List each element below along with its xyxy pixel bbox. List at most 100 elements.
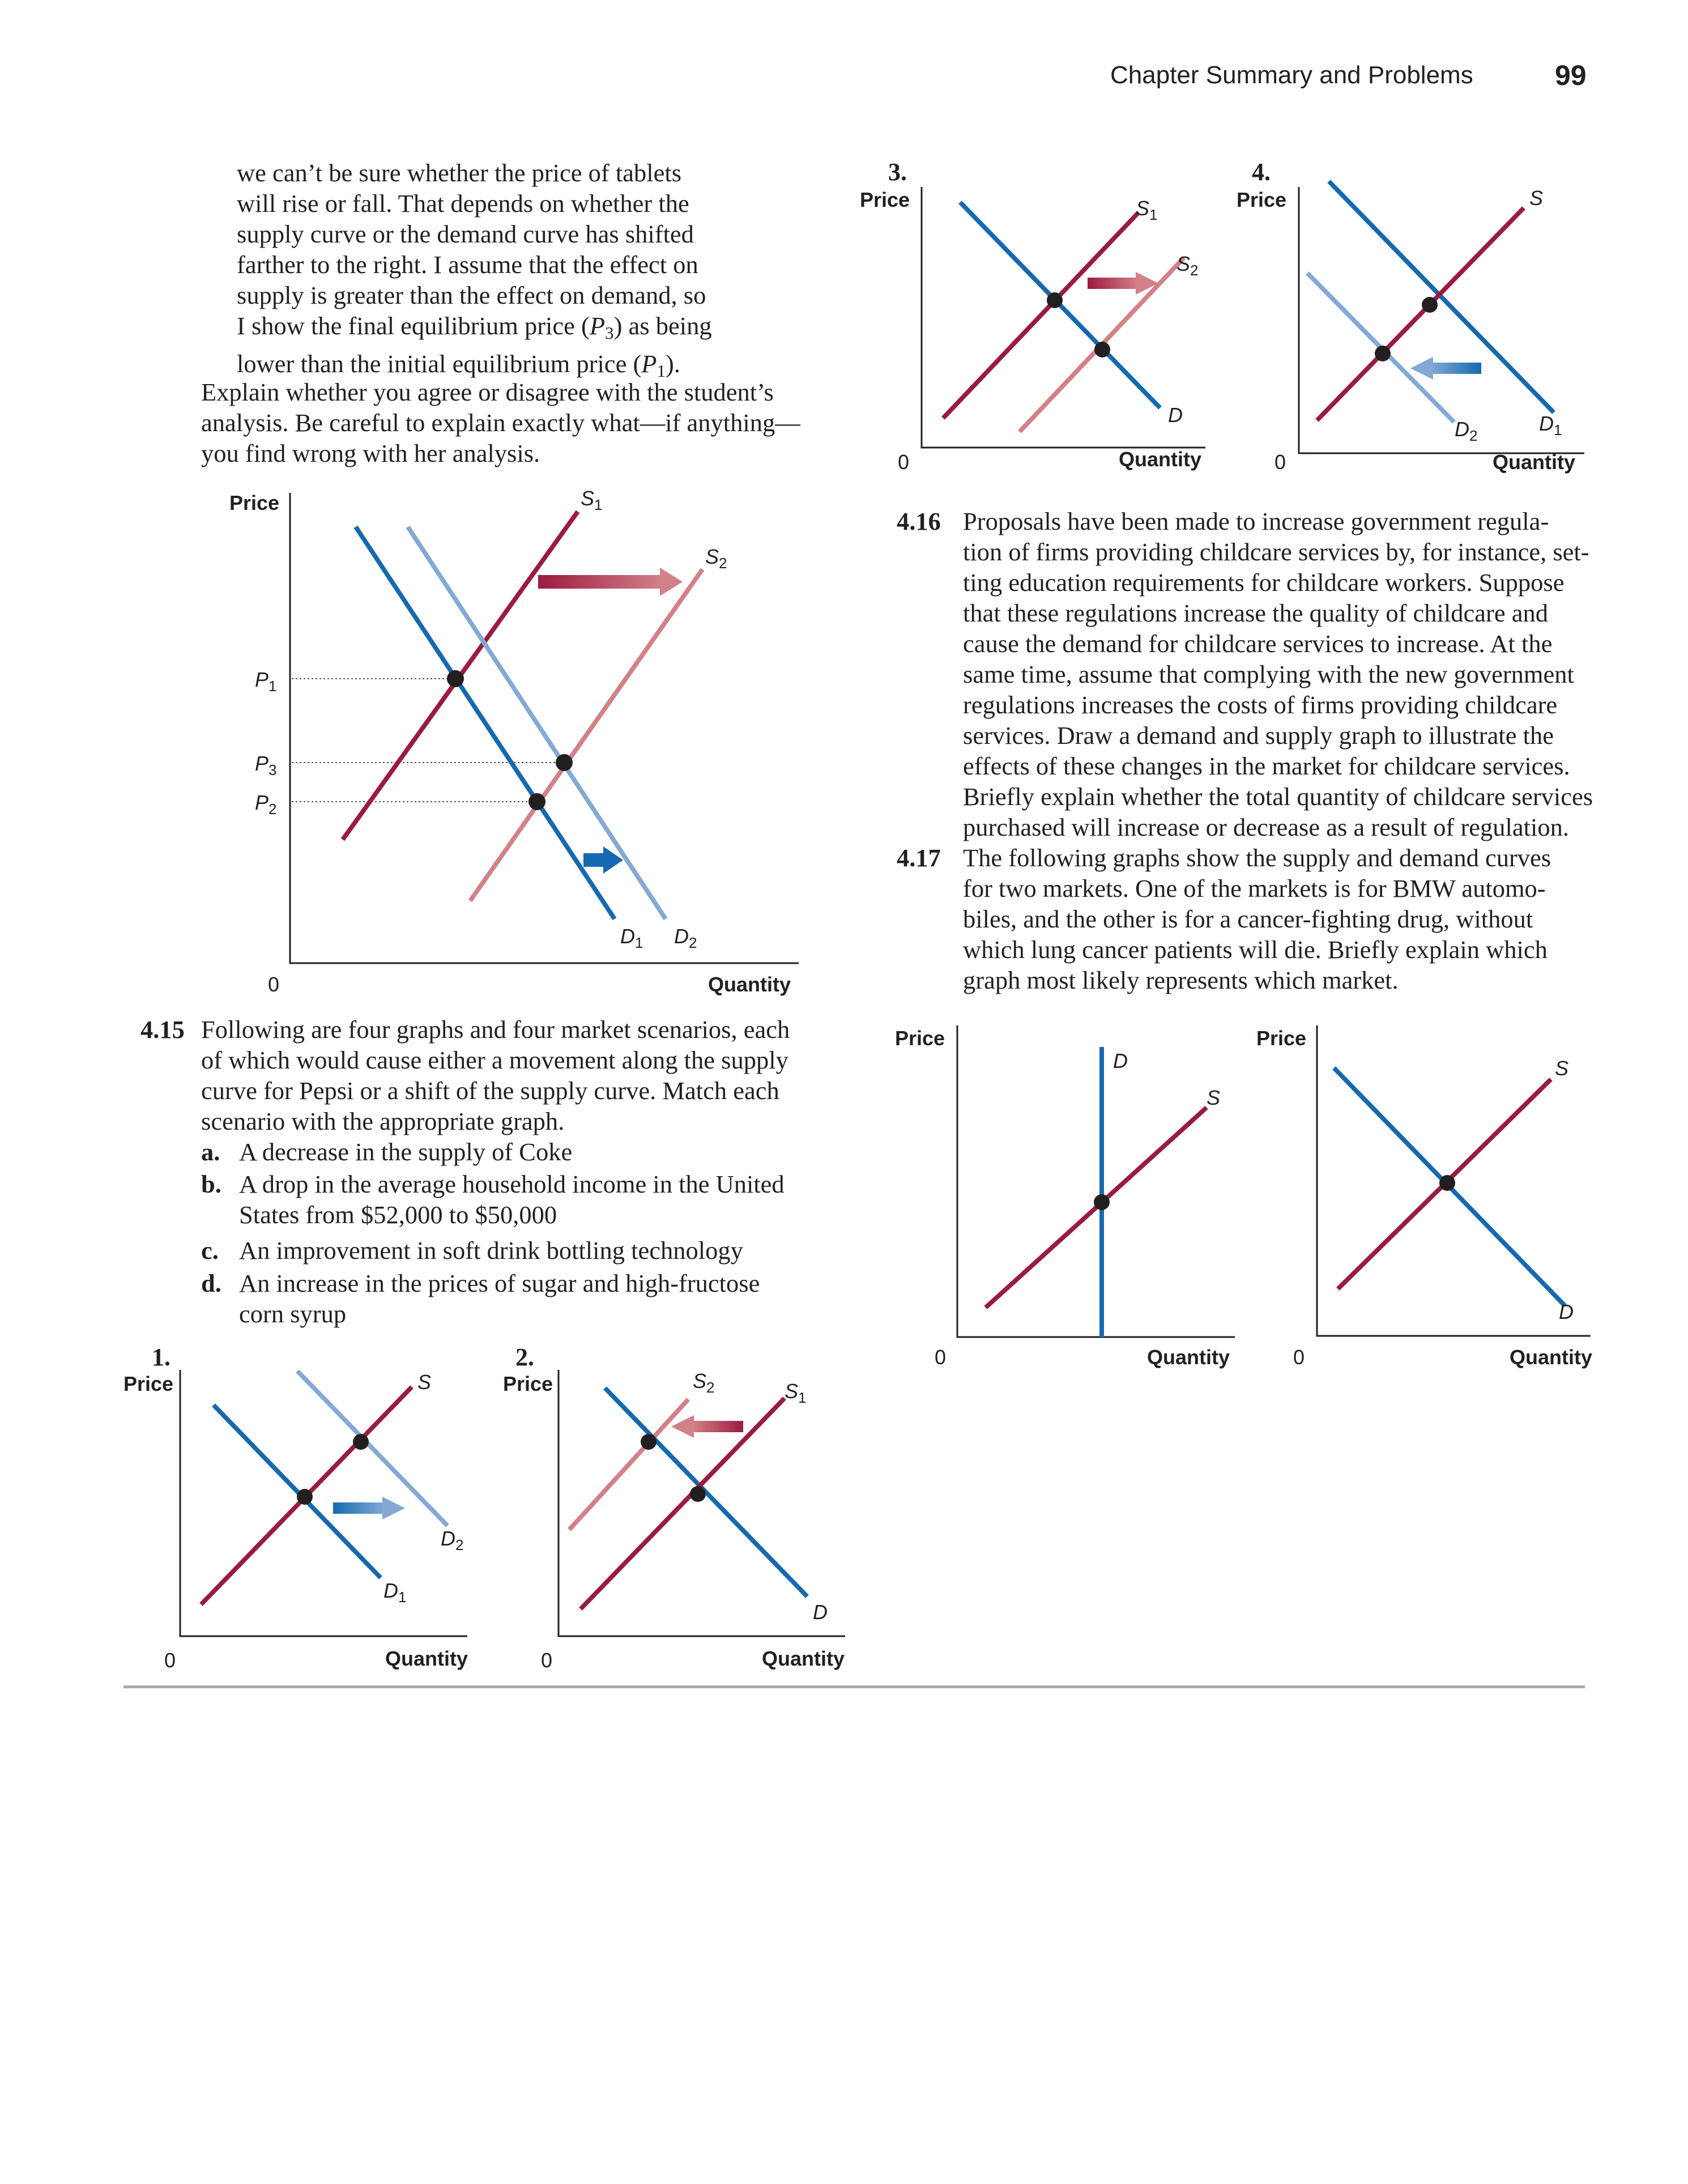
demand-curve-d2 — [406, 525, 668, 921]
equilibrium-point — [528, 793, 545, 810]
x-axis-label: Quantity — [1147, 1346, 1230, 1369]
text-line: The following graphs show the supply and… — [963, 844, 1551, 872]
text-line: curve for Pepsi or a shift of the supply… — [201, 1076, 779, 1105]
curve-label-s2: S2 — [693, 1369, 714, 1396]
equilibrium-point — [1047, 292, 1063, 308]
supply-curve-s2 — [568, 1398, 690, 1531]
shift-arrow-head — [382, 1497, 405, 1519]
text-line: biles, and the other is for a cancer-fig… — [963, 905, 1533, 933]
demand-curve-d1 — [212, 1403, 382, 1580]
y-axis-label: Price — [1256, 1027, 1306, 1050]
text-line: lower than the initial equilibrium price… — [237, 349, 680, 381]
running-header: Chapter Summary and Problems — [1110, 61, 1473, 89]
y-axis-label: Price — [123, 1372, 173, 1395]
text-line: same time, assume that complying with th… — [963, 660, 1574, 688]
curve-label-d1: D1 — [1539, 412, 1562, 438]
y-axis-label: Price — [895, 1027, 945, 1050]
equilibrium-point — [297, 1489, 313, 1505]
equilibrium-point — [1094, 342, 1110, 357]
graph-normal: Price S D 0 Quantity — [1256, 1025, 1592, 1369]
y-axis-label: Price — [860, 188, 910, 211]
curve-label-s: S — [1555, 1057, 1568, 1080]
shift-arrow-shaft — [538, 575, 663, 589]
text-line: Explain whether you agree or disagree wi… — [201, 378, 774, 406]
text-line: services. Draw a demand and supply graph… — [963, 721, 1554, 750]
text-line: Proposals have been made to increase gov… — [963, 507, 1549, 535]
curve-label-d2: D2 — [441, 1527, 463, 1553]
problem-number: 4.15 — [140, 1015, 185, 1044]
text-line: purchased will increase or decrease as a… — [963, 813, 1569, 841]
text-line: Briefly explain whether the total quanti… — [963, 782, 1593, 811]
demand-curve-d1 — [353, 525, 617, 921]
x-axis-label: Quantity — [762, 1647, 845, 1670]
student-quote: we can’t be sure whether the price of ta… — [237, 157, 712, 386]
shift-arrow-head — [671, 1415, 694, 1438]
graph-number: 2. — [515, 1343, 534, 1371]
curve-label-d: D — [1559, 1300, 1574, 1323]
text-line: cause the demand for childcare services … — [963, 629, 1553, 658]
text-line: tion of firms providing childcare servic… — [963, 538, 1589, 566]
shift-arrow-head — [660, 568, 683, 596]
problem-number: 4.17 — [897, 844, 941, 872]
text-line: will rise or fall. That depends on wheth… — [237, 189, 689, 218]
text-line: scenario with the appropriate graph. — [201, 1107, 565, 1135]
origin-label: 0 — [1274, 450, 1286, 474]
shift-arrow-shaft — [333, 1502, 384, 1514]
graph-number: 1. — [152, 1343, 170, 1371]
curve-label-d: D — [813, 1600, 828, 1624]
curve-label-s2: S2 — [705, 545, 727, 572]
equilibrium-point — [353, 1434, 369, 1450]
supply-curve-s1 — [941, 211, 1140, 420]
y-axis — [289, 493, 799, 964]
origin-label: 0 — [935, 1346, 946, 1369]
demand-curve-d1 — [1327, 180, 1555, 414]
equilibrium-point — [556, 754, 573, 771]
text-line: for two markets. One of the markets is f… — [963, 874, 1546, 902]
x-axis-label: Quantity — [1510, 1346, 1592, 1369]
curve-label-s1: S1 — [581, 487, 602, 513]
text-line: farther to the right. I assume that the … — [237, 250, 698, 279]
equilibrium-point — [1422, 297, 1438, 313]
equilibrium-point — [641, 1434, 657, 1450]
problem-number: 4.16 — [897, 507, 941, 535]
graph-vertical-demand: Price D S 0 Quantity — [895, 1025, 1235, 1369]
supply-curve-s2 — [468, 568, 705, 902]
text-line: supply is greater than the effect on dem… — [237, 281, 706, 309]
text-line: graph most likely represents which marke… — [963, 966, 1399, 994]
x-axis-label: Quantity — [385, 1647, 468, 1670]
x-axis-label: Quantity — [708, 973, 791, 996]
text-line: regulations increases the costs of firms… — [963, 691, 1558, 719]
graph-number: 4. — [1252, 158, 1271, 186]
bottom-rule — [123, 1685, 1585, 1688]
explain-instruction: Explain whether you agree or disagree wi… — [201, 377, 800, 469]
shift-arrow-shaft — [1430, 363, 1481, 374]
shift-arrow-shaft — [583, 853, 605, 867]
axis — [920, 187, 1205, 449]
curve-label-d1: D1 — [383, 1579, 406, 1606]
text-line: analysis. Be careful to explain exactly … — [201, 408, 800, 437]
demand-curve — [603, 1386, 809, 1598]
shift-arrow-shaft — [1088, 278, 1139, 289]
axis — [956, 1025, 1235, 1338]
text-line: that these regulations increase the qual… — [963, 599, 1548, 627]
equilibrium-point — [1375, 346, 1391, 361]
y-axis-label: Price — [229, 491, 279, 514]
shift-arrow-head — [1136, 272, 1158, 295]
curve-label-s: S — [417, 1370, 431, 1394]
main-graph: Price Quantity 0 P1 P3 P2 S1 S2 D1 D2 — [229, 487, 799, 996]
equilibrium-point — [690, 1486, 706, 1502]
origin-label: 0 — [268, 973, 279, 996]
supply-curve — [1315, 206, 1525, 422]
axis — [1316, 1025, 1591, 1337]
price-label-p2: P2 — [255, 791, 276, 818]
curve-label-s: S — [1207, 1086, 1220, 1109]
equilibrium-point — [447, 670, 464, 687]
text-line: I show the final equilibrium price (P3) … — [237, 312, 712, 343]
text-line: ting education requirements for childcar… — [963, 568, 1565, 597]
axis — [1298, 187, 1584, 454]
curve-label-d: D — [1168, 403, 1183, 427]
supply-curve-s1 — [579, 1397, 786, 1611]
origin-label: 0 — [1293, 1346, 1305, 1369]
y-axis-label: Price — [1237, 188, 1286, 211]
text-line: which lung cancer patients will die. Bri… — [963, 935, 1548, 964]
